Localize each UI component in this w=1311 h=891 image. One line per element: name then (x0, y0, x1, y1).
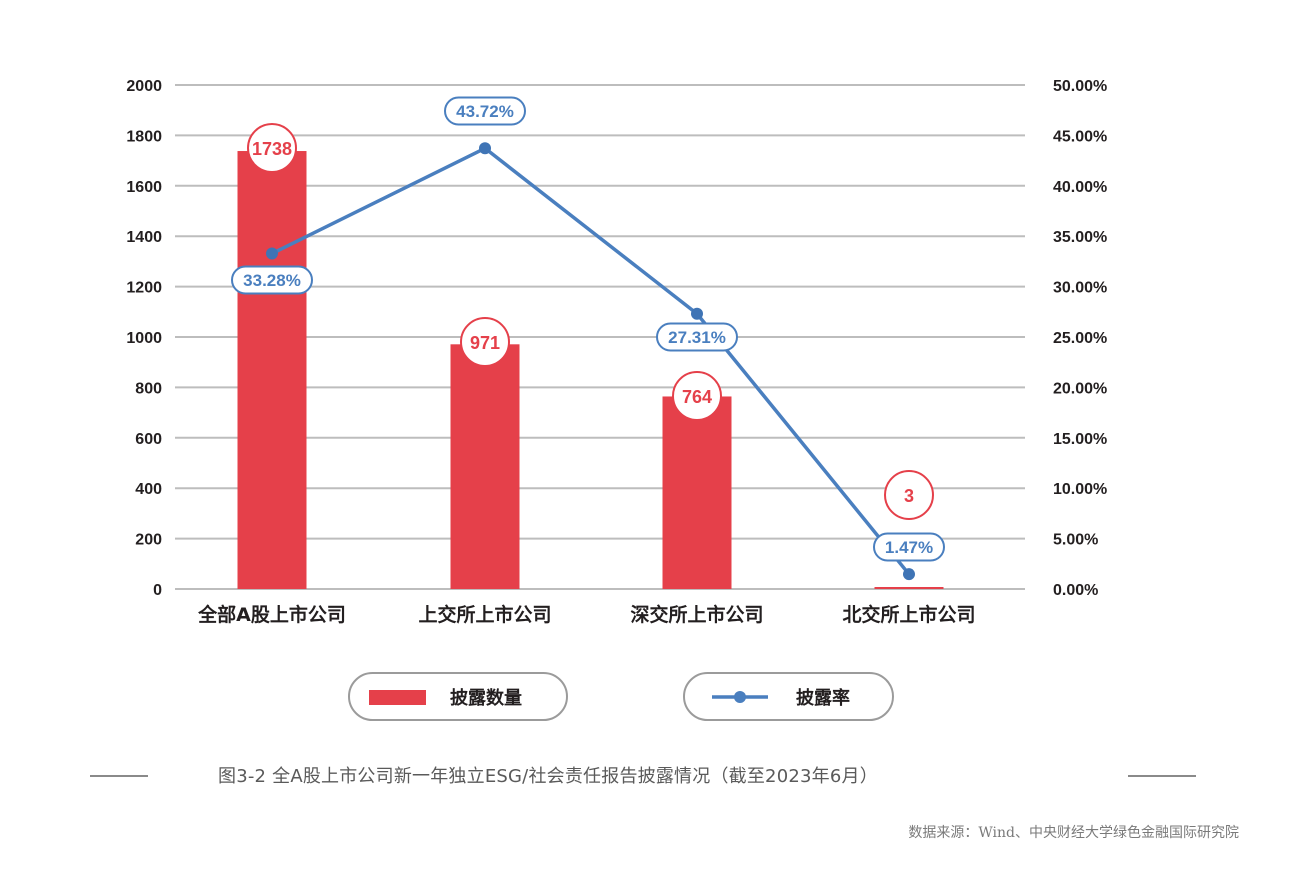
rate-value-label: 1.47% (885, 538, 933, 557)
bar-value-label: 764 (682, 387, 712, 407)
right-tick-label: 45.00% (1053, 128, 1107, 145)
category-label: 全部A股上市公司 (197, 603, 346, 626)
right-tick-label: 35.00% (1053, 229, 1107, 246)
left-tick-label: 1600 (126, 179, 162, 196)
left-tick-label: 1800 (126, 128, 162, 145)
left-tick-label: 400 (135, 481, 162, 498)
bar-value-labels: 1738 971 764 3 (247, 123, 934, 520)
right-tick-label: 0.00% (1053, 582, 1098, 599)
left-tick-label: 200 (135, 532, 162, 549)
left-tick-label: 1000 (126, 330, 162, 347)
legend-item-bar[interactable]: 披露数量 (348, 672, 568, 721)
bar-value-badge: 971 (460, 317, 510, 367)
category-label: 北交所上市公司 (842, 603, 975, 626)
bar[interactable] (237, 151, 307, 590)
bar[interactable] (662, 396, 732, 589)
category-label: 上交所上市公司 (418, 603, 551, 626)
right-tick-label: 25.00% (1053, 330, 1107, 347)
caption-text: 图3-2 全A股上市公司新一年独立ESG/社会责任报告披露情况（截至2023年6… (218, 766, 878, 787)
left-axis-ticks: 0 200 400 600 800 1000 1200 1400 1600 1800 2000 (126, 78, 162, 599)
bar-value-badge: 3 (884, 470, 934, 520)
rate-value-labels: 33.28% 43.72% 27.31% 1.47% (231, 96, 945, 562)
right-tick-label: 10.00% (1053, 481, 1107, 498)
category-label: 深交所上市公司 (630, 603, 763, 626)
right-tick-label: 30.00% (1053, 280, 1107, 297)
rate-value-label: 43.72% (456, 102, 514, 121)
line-marker-swatch-icon (712, 691, 768, 703)
left-tick-label: 800 (135, 380, 162, 397)
left-tick-label: 600 (135, 431, 162, 448)
right-tick-label: 15.00% (1053, 431, 1107, 448)
legend: 披露数量 披露率 (348, 672, 894, 721)
bar-value-label: 3 (904, 486, 914, 506)
rate-value-label: 33.28% (243, 271, 301, 290)
rate-value-pill: 1.47% (873, 532, 945, 562)
data-source-note: 数据来源：Wind、中央财经大学绿色金融国际研究院 (908, 825, 1239, 841)
right-tick-label: 20.00% (1053, 380, 1107, 397)
legend-line-label: 披露率 (796, 687, 850, 709)
line-marker[interactable] (479, 142, 491, 155)
rate-value-pill: 43.72% (444, 96, 526, 126)
line-series-disclosure-rate (266, 142, 915, 581)
legend-item-line[interactable]: 披露率 (683, 672, 894, 721)
right-axis-ticks: 0.00% 5.00% 10.00% 15.00% 20.00% 25.00% 30.00%… (1053, 78, 1107, 599)
rate-value-pill: 33.28% (231, 265, 313, 295)
left-tick-label: 2000 (126, 78, 162, 95)
rate-value-pill: 27.31% (656, 322, 738, 352)
legend-bar-label: 披露数量 (450, 687, 522, 709)
bar[interactable] (874, 587, 944, 589)
left-tick-label: 0 (153, 582, 162, 599)
bar[interactable] (450, 344, 520, 589)
line-marker[interactable] (691, 307, 703, 320)
caption-rule-left (90, 775, 148, 777)
line-marker[interactable] (266, 247, 278, 260)
line-marker[interactable] (903, 568, 915, 581)
right-tick-label: 40.00% (1053, 179, 1107, 196)
bar-value-label: 1738 (252, 139, 292, 159)
bar-value-label: 971 (470, 333, 500, 353)
caption-rule-right (1128, 775, 1196, 777)
category-axis-labels: 全部A股上市公司 上交所上市公司 深交所上市公司 北交所上市公司 (197, 603, 975, 626)
figure-caption: 图3-2 全A股上市公司新一年独立ESG/社会责任报告披露情况（截至2023年6… (0, 762, 1311, 792)
bar-value-badge: 764 (672, 371, 722, 421)
rate-value-label: 27.31% (668, 328, 726, 347)
gridlines (175, 84, 1025, 590)
left-tick-label: 1400 (126, 229, 162, 246)
bar-value-badge: 1738 (247, 123, 297, 173)
right-tick-label: 5.00% (1053, 532, 1098, 549)
left-tick-label: 1200 (126, 280, 162, 297)
right-tick-label: 50.00% (1053, 78, 1107, 95)
bar-series-disclosure-count (237, 151, 944, 590)
bar-swatch-icon (369, 690, 426, 705)
